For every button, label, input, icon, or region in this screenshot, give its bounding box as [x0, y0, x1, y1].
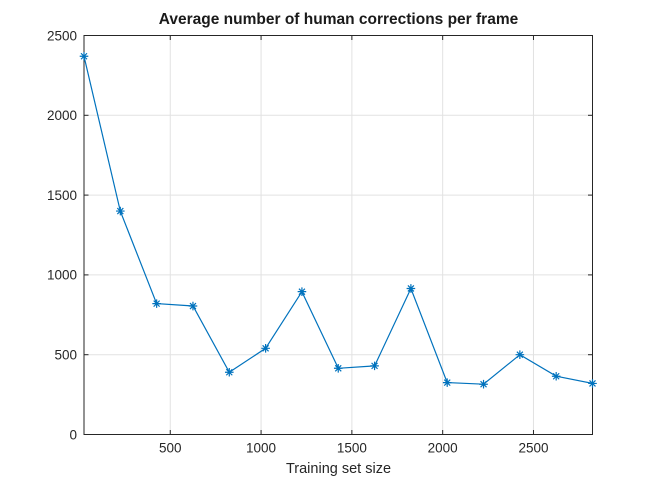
data-point-marker: [188, 301, 198, 311]
x-tick-label: 500: [159, 441, 182, 456]
x-tick-label: 2000: [428, 441, 458, 456]
data-point-marker: [370, 361, 379, 371]
data-point-marker: [551, 371, 561, 381]
x-axis-label: Training set size: [285, 461, 392, 477]
data-line: [83, 56, 593, 385]
data-point-marker: [79, 51, 89, 61]
data-point-marker: [442, 378, 452, 387]
data-point-marker: [333, 363, 343, 373]
y-tick-label: 1000: [47, 268, 77, 283]
x-tick-label: 1500: [337, 441, 367, 456]
data-point-marker: [515, 350, 525, 359]
data-point-marker: [224, 367, 234, 377]
data-point-marker: [116, 206, 125, 216]
data-point-marker: [152, 299, 161, 308]
x-tick-label: 1000: [246, 441, 276, 456]
plot-border: [83, 35, 593, 435]
data-point-marker: [297, 287, 307, 296]
data-point-marker: [261, 344, 270, 353]
y-tick-label: 500: [54, 348, 77, 363]
y-tick-label: 2000: [47, 108, 77, 123]
data-point-marker: [479, 379, 488, 389]
data-point-marker: [588, 379, 597, 388]
x-tick-label: 2500: [518, 441, 548, 456]
y-tick-label: 2500: [47, 28, 77, 43]
chart-title: Average number of human corrections per …: [158, 11, 519, 28]
data-point-marker: [406, 284, 416, 293]
y-tick-label: 1500: [47, 188, 77, 203]
y-tick-label: 0: [69, 427, 77, 442]
